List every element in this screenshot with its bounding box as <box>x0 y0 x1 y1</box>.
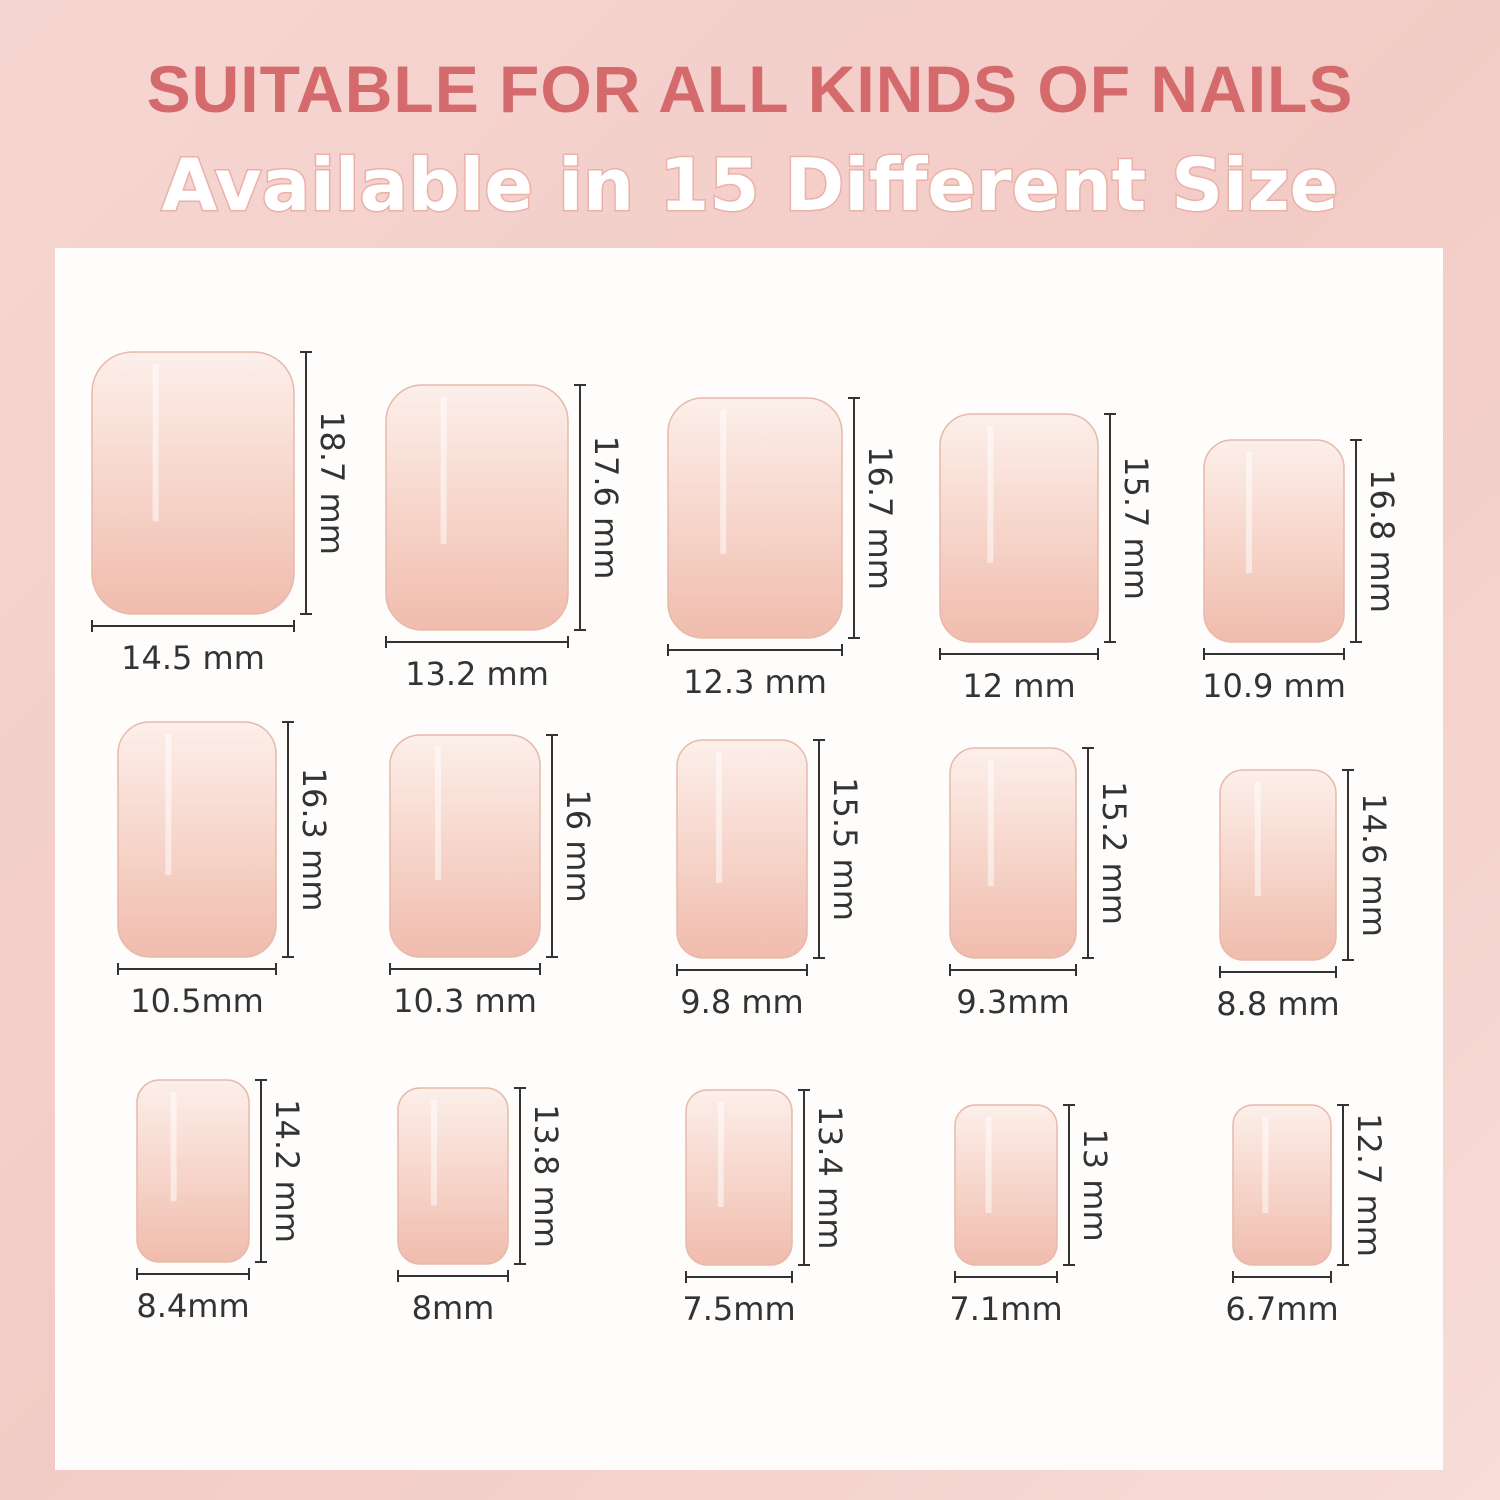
nail-shine <box>152 364 159 522</box>
width-label: 6.7mm <box>1225 1290 1338 1328</box>
width-label: 10.5mm <box>130 982 264 1020</box>
length-label: 13.4 mm <box>811 1106 849 1250</box>
length-label: 15.7 mm <box>1117 456 1155 600</box>
width-label: 12 mm <box>962 667 1075 705</box>
width-label: 8mm <box>412 1289 495 1327</box>
nail-shine <box>717 1102 724 1207</box>
nail-grid: 14.5 mm 18.7 mm 13.2 mm 17.6 mm 12.3 mm 16.7 … <box>91 351 1401 1328</box>
width-label: 8.4mm <box>136 1287 249 1325</box>
length-label: 14.6 mm <box>1355 793 1393 937</box>
width-label: 9.3mm <box>956 983 1069 1021</box>
nail-shine <box>716 752 722 883</box>
width-label: 10.9 mm <box>1202 667 1346 705</box>
nail <box>685 1089 793 1266</box>
nail-shine <box>435 747 441 881</box>
length-label: 16.7 mm <box>861 446 899 590</box>
length-label: 16 mm <box>559 789 597 902</box>
nail-shine <box>1246 452 1252 574</box>
length-label: 12.7 mm <box>1350 1113 1388 1257</box>
length-label: 16.8 mm <box>1363 469 1401 613</box>
nail <box>136 1079 250 1263</box>
nail <box>91 351 295 615</box>
nail-shine <box>720 410 727 554</box>
length-label: 17.6 mm <box>587 436 625 580</box>
width-label: 7.1mm <box>949 1290 1062 1328</box>
nail <box>397 1087 509 1265</box>
width-label: 7.5mm <box>682 1290 795 1328</box>
nail-shine <box>431 1100 437 1206</box>
width-label: 10.3 mm <box>393 982 537 1020</box>
nail <box>954 1104 1058 1266</box>
length-label: 18.7 mm <box>313 411 351 555</box>
subtitle: Available in 15 Different Size <box>162 143 1339 227</box>
nail <box>939 413 1099 643</box>
nail-shine <box>1262 1117 1269 1213</box>
nail-shine <box>440 397 447 544</box>
nail-shine <box>1254 782 1261 896</box>
length-label: 13.8 mm <box>527 1104 565 1248</box>
width-label: 8.8 mm <box>1216 985 1339 1023</box>
title: SUITABLE FOR ALL KINDS OF NAILS <box>147 52 1354 126</box>
nail <box>667 397 843 639</box>
length-label: 15.2 mm <box>1095 781 1133 925</box>
width-label: 14.5 mm <box>121 639 265 677</box>
nail <box>949 747 1077 959</box>
nail <box>389 734 541 958</box>
width-label: 12.3 mm <box>683 663 827 701</box>
nail <box>1219 769 1337 961</box>
nail <box>676 739 808 959</box>
nail-shine <box>987 426 994 563</box>
width-label: 9.8 mm <box>680 983 803 1021</box>
nail <box>1203 439 1345 643</box>
nail <box>117 721 277 958</box>
length-label: 13 mm <box>1076 1128 1114 1241</box>
nail-shine <box>987 760 994 886</box>
nail-shine <box>165 734 172 875</box>
length-label: 16.3 mm <box>295 768 333 912</box>
nail-shine <box>985 1117 992 1213</box>
width-label: 13.2 mm <box>405 655 549 693</box>
nail <box>1232 1104 1332 1266</box>
nail-shine <box>170 1092 177 1202</box>
length-label: 15.5 mm <box>826 777 864 921</box>
length-label: 14.2 mm <box>268 1099 306 1243</box>
nail <box>385 384 569 631</box>
